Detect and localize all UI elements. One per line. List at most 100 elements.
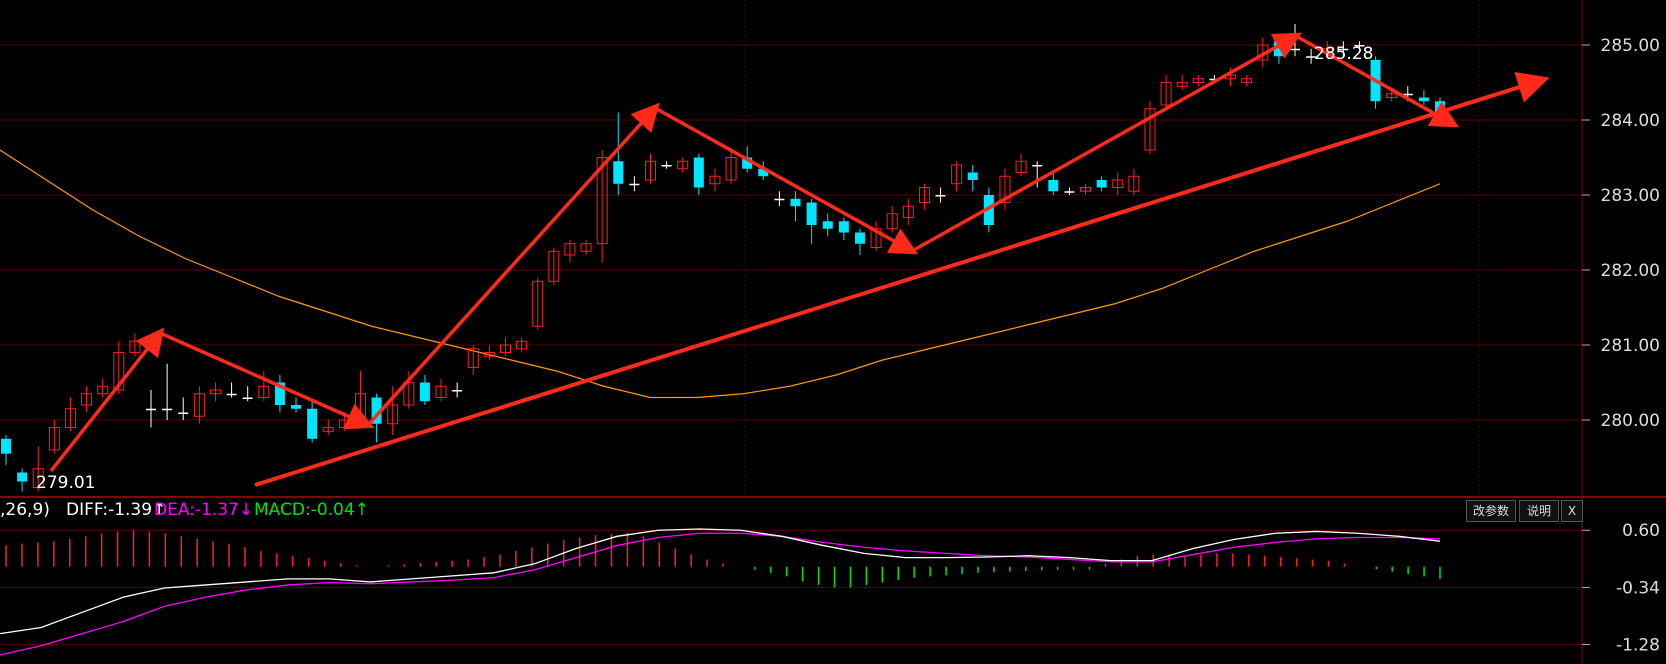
price-tick-label: 282.00: [1601, 261, 1660, 281]
price-tick-label: 280.00: [1601, 411, 1660, 431]
candle-body: [274, 382, 285, 405]
candle-body: [499, 344, 511, 353]
price-tick-label: 285.00: [1601, 36, 1660, 56]
candle-body: [1418, 97, 1429, 102]
candle-body: [854, 232, 865, 244]
candle-body: [613, 161, 624, 184]
candle-body: [1306, 56, 1317, 58]
candle-body: [709, 175, 721, 185]
candle-body: [307, 408, 318, 439]
candle-body: [548, 250, 560, 282]
candle-body: [209, 389, 221, 395]
candle-body: [999, 175, 1011, 203]
macd-value: MACD:-0.04↑: [254, 500, 369, 520]
candle-body: [758, 168, 769, 177]
candle-body: [1032, 165, 1043, 167]
candlesticks: [1, 24, 1445, 492]
candle-body: [693, 157, 704, 188]
candle-body: [467, 348, 479, 368]
candle-body: [435, 385, 447, 398]
candle-body: [146, 408, 157, 411]
macd-tick-label: 0.60: [1622, 521, 1660, 541]
candle-body: [774, 198, 785, 201]
candle-body: [1241, 78, 1253, 83]
candle-body: [918, 187, 930, 203]
high-price-label: 285.28: [1314, 44, 1374, 64]
candle-body: [629, 183, 640, 186]
trend-arrow: [911, 32, 1303, 253]
candle-body: [452, 390, 463, 392]
candle-body: [178, 412, 189, 414]
candle-body: [193, 393, 205, 417]
candle-body: [1289, 48, 1300, 51]
candle-body: [64, 408, 76, 428]
macd-pane: [0, 528, 1582, 656]
candle-body: [291, 405, 302, 409]
candle-body: [48, 427, 60, 451]
price-tick-label: 283.00: [1601, 186, 1660, 206]
price-tick-label: 281.00: [1601, 336, 1660, 356]
candle-body: [322, 427, 334, 432]
macd-tick-label: -1.28: [1616, 636, 1660, 656]
candle-body: [1096, 180, 1107, 188]
candle-body: [967, 172, 978, 180]
trend-arrow: [1295, 34, 1460, 128]
candle-body: [162, 408, 173, 411]
candle-body: [564, 243, 576, 256]
candle-body: [644, 160, 656, 181]
candle-body: [483, 352, 495, 357]
candle-body: [742, 157, 753, 169]
candle-body: [387, 404, 399, 425]
candle-body: [1144, 108, 1156, 151]
close-button[interactable]: X: [1561, 500, 1583, 522]
candle-body: [983, 195, 994, 225]
candle-body: [242, 397, 253, 399]
candle-body: [1192, 78, 1204, 83]
candle-body: [226, 393, 237, 396]
trend-arrow: [366, 102, 660, 427]
candle-body: [516, 340, 528, 350]
candle-body: [1015, 160, 1027, 173]
candle-body: [596, 157, 608, 245]
trend-arrows: [49, 32, 1550, 487]
candle-body: [1128, 175, 1140, 192]
diff-line: [0, 528, 1441, 635]
candle-body: [1209, 78, 1220, 81]
help-button[interactable]: 说明: [1519, 500, 1559, 522]
candle-body: [951, 164, 963, 185]
price-tick-label: 284.00: [1601, 111, 1660, 131]
candle-body: [661, 165, 672, 167]
candle-body: [1176, 82, 1188, 87]
candle-body: [1354, 45, 1365, 47]
trend-arrow: [49, 327, 165, 473]
candle-body: [1064, 191, 1075, 193]
macd-diff: DIFF:-1.39↑: [66, 500, 167, 520]
candle-body: [81, 393, 93, 406]
candle-body: [258, 385, 270, 398]
candle-body: [1402, 93, 1413, 96]
dea-line: [0, 532, 1441, 656]
candle-body: [790, 198, 801, 207]
low-price-label: 279.01: [36, 473, 96, 493]
candle-body: [1112, 179, 1124, 188]
candle-body: [532, 280, 544, 327]
candle-body: [902, 205, 914, 218]
candle-body: [1048, 180, 1059, 192]
candle-body: [113, 352, 125, 391]
candle-body: [806, 202, 817, 225]
trend-arrow: [159, 331, 375, 430]
ma-line: [0, 149, 1441, 399]
trend-arrow: [254, 71, 1550, 487]
moving-average: [0, 149, 1441, 399]
candle-body: [1080, 187, 1092, 192]
trend-arrow: [654, 106, 919, 255]
params-button[interactable]: 改参数: [1466, 500, 1516, 522]
macd-dea: DEA:-1.37↓: [154, 500, 254, 520]
candle-body: [371, 397, 382, 424]
candle-body: [870, 228, 882, 248]
candle-body: [822, 221, 833, 229]
candle-body: [580, 243, 592, 252]
candle-body: [97, 385, 109, 395]
macd-params: ,26,9): [0, 500, 50, 520]
